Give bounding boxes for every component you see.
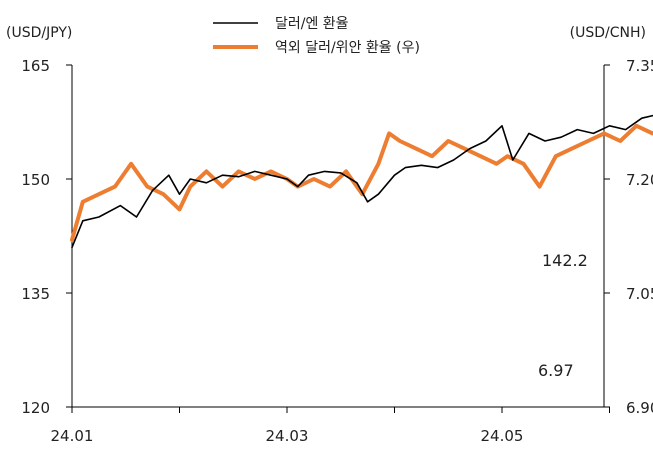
- x-tick-label: 24.01: [51, 427, 94, 445]
- left-tick-label: 150: [21, 171, 50, 189]
- right-tick-label: 6.90: [626, 399, 653, 417]
- left-tick-label: 135: [21, 285, 50, 303]
- x-tick-label: 24.03: [266, 427, 309, 445]
- right-tick-label: 7.20: [626, 171, 653, 189]
- usdcnh-end-label: 6.97: [538, 361, 574, 380]
- usdjpy-series-line: [71, 114, 653, 249]
- tick-layer: 165 7.35 150 7.20 135 7.05 120 6.90 24.01 24.03 24…: [21, 57, 653, 445]
- usdjpy-end-label: 142.2: [542, 251, 588, 270]
- legend-label-usdjpy: 달러/엔 환율: [275, 16, 349, 32]
- right-axis-label: (USD/CNH): [570, 25, 646, 41]
- legend: 달러/엔 환율 역외 달러/위안 환율 (우): [213, 16, 420, 56]
- left-axis-label: (USD/JPY): [6, 25, 72, 41]
- legend-label-usdcnh: 역외 달러/위안 환율 (우): [275, 40, 420, 56]
- right-tick-label: 7.05: [626, 285, 653, 303]
- left-tick-label: 165: [21, 57, 50, 75]
- x-tick-label: 24.05: [481, 427, 524, 445]
- usdcnh-series-line: [70, 123, 653, 242]
- left-tick-label: 120: [21, 399, 50, 417]
- right-tick-label: 7.35: [626, 57, 653, 75]
- series-layer: [70, 114, 653, 249]
- end-label-layer: 142.2 6.97: [538, 251, 588, 380]
